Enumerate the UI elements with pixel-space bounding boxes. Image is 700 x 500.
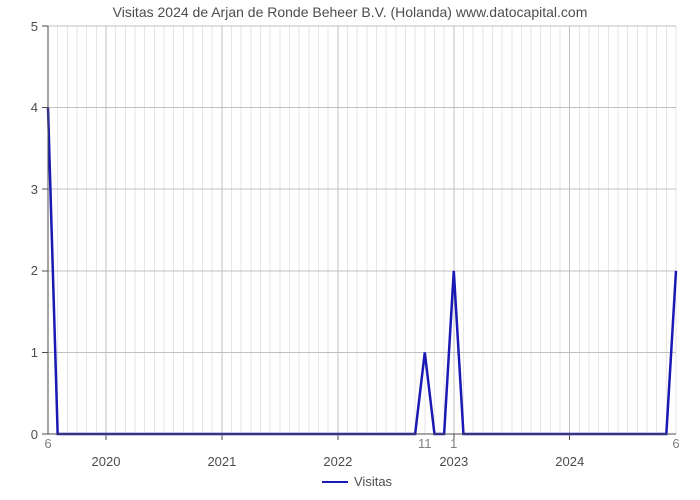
x-tick-label: 2023 <box>414 454 494 469</box>
chart-container: Visitas 2024 de Arjan de Ronde Beheer B.… <box>0 0 700 500</box>
y-tick-label: 5 <box>0 19 38 34</box>
below-axis-label: 6 <box>33 436 63 451</box>
y-tick-label: 1 <box>0 345 38 360</box>
legend: Visitas <box>322 474 392 489</box>
chart-title: Visitas 2024 de Arjan de Ronde Beheer B.… <box>0 4 700 20</box>
x-tick-label: 2020 <box>66 454 146 469</box>
x-tick-label: 2021 <box>182 454 262 469</box>
legend-label: Visitas <box>354 474 392 489</box>
legend-swatch <box>322 481 348 483</box>
y-tick-label: 4 <box>0 100 38 115</box>
x-tick-label: 2022 <box>298 454 378 469</box>
plot-area <box>48 26 676 434</box>
below-axis-label: 6 <box>661 436 691 451</box>
y-tick-label: 2 <box>0 263 38 278</box>
below-axis-label: 11 <box>410 436 440 451</box>
y-tick-label: 3 <box>0 182 38 197</box>
below-axis-label: 1 <box>439 436 469 451</box>
x-tick-label: 2024 <box>530 454 610 469</box>
